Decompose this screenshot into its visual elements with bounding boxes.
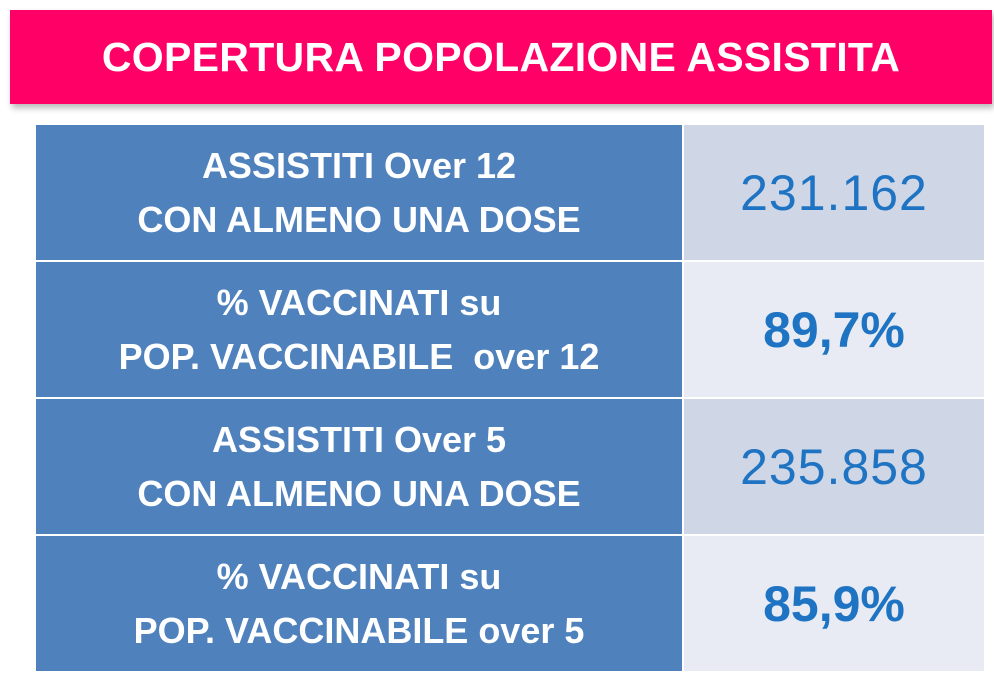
value-assistiti-over-5: 235.858 <box>740 438 928 495</box>
row-label-vaccinati-over-12: % VACCINATI su POP. VACCINABILE over 12 <box>36 262 682 397</box>
value-cell-vaccinati-over-12: 89,7% <box>684 262 984 397</box>
label-line: % VACCINATI su <box>216 281 502 323</box>
label-line: ASSISTITI Over 5 <box>211 418 507 460</box>
label-line: POP. VACCINABILE over 5 <box>133 609 585 651</box>
value-cell-assistiti-over-5: 235.858 <box>684 399 984 534</box>
title-banner: COPERTURA POPOLAZIONE ASSISTITA <box>10 10 992 104</box>
value-vaccinati-over-5: 85,9% <box>763 575 905 632</box>
row-label-assistiti-over-5: ASSISTITI Over 5 CON ALMENO UNA DOSE <box>36 399 682 534</box>
coverage-table: ASSISTITI Over 12 CON ALMENO UNA DOSE 23… <box>36 125 984 671</box>
value-vaccinati-over-12: 89,7% <box>763 301 905 358</box>
page-title: COPERTURA POPOLAZIONE ASSISTITA <box>101 33 901 80</box>
row-label-vaccinati-over-5: % VACCINATI su POP. VACCINABILE over 5 <box>36 536 682 671</box>
value-cell-vaccinati-over-5: 85,9% <box>684 536 984 671</box>
label-line: % VACCINATI su <box>216 555 502 597</box>
value-assistiti-over-12: 231.162 <box>740 164 928 221</box>
row-label-assistiti-over-12: ASSISTITI Over 12 CON ALMENO UNA DOSE <box>36 125 682 260</box>
label-line: POP. VACCINABILE over 12 <box>118 335 600 377</box>
label-line: CON ALMENO UNA DOSE <box>137 198 581 240</box>
value-cell-assistiti-over-12: 231.162 <box>684 125 984 260</box>
label-line: CON ALMENO UNA DOSE <box>137 472 581 514</box>
label-line: ASSISTITI Over 12 <box>201 144 517 186</box>
